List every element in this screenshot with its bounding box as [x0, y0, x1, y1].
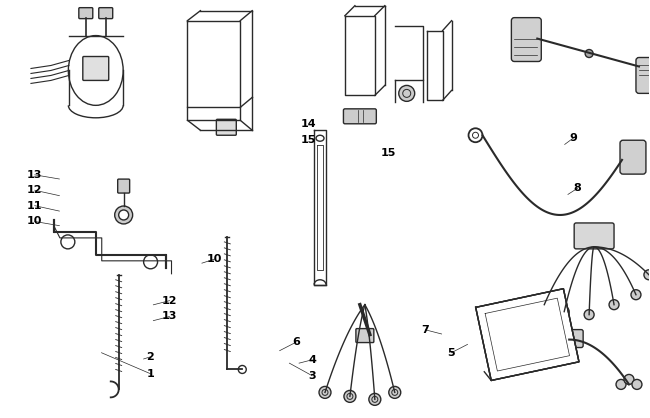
FancyBboxPatch shape: [216, 119, 237, 135]
Circle shape: [61, 235, 75, 249]
Circle shape: [319, 386, 331, 398]
Ellipse shape: [316, 135, 324, 141]
Circle shape: [369, 393, 381, 405]
FancyBboxPatch shape: [83, 56, 109, 80]
Circle shape: [609, 300, 619, 310]
Circle shape: [559, 307, 569, 317]
FancyBboxPatch shape: [512, 18, 541, 61]
FancyBboxPatch shape: [574, 223, 614, 249]
Text: 1: 1: [146, 369, 154, 379]
Text: 14: 14: [301, 119, 317, 129]
Text: 7: 7: [422, 325, 429, 335]
Text: 15: 15: [301, 135, 317, 145]
FancyBboxPatch shape: [99, 8, 112, 19]
Circle shape: [616, 380, 626, 390]
Text: 8: 8: [574, 183, 582, 193]
Text: 6: 6: [292, 337, 300, 347]
Circle shape: [389, 386, 401, 398]
Circle shape: [632, 380, 642, 390]
FancyBboxPatch shape: [79, 8, 93, 19]
Text: 11: 11: [27, 201, 42, 211]
Text: 10: 10: [27, 217, 42, 227]
FancyBboxPatch shape: [343, 109, 376, 124]
Circle shape: [144, 255, 157, 269]
Circle shape: [631, 290, 641, 300]
Circle shape: [584, 310, 594, 320]
Polygon shape: [476, 289, 579, 380]
Text: 10: 10: [207, 254, 222, 264]
Text: 13: 13: [162, 311, 177, 321]
Circle shape: [624, 375, 634, 385]
Text: 4: 4: [308, 355, 316, 365]
FancyBboxPatch shape: [356, 329, 374, 343]
FancyBboxPatch shape: [636, 58, 650, 93]
FancyBboxPatch shape: [118, 179, 129, 193]
Circle shape: [540, 300, 549, 310]
Text: 2: 2: [146, 352, 154, 362]
Text: 13: 13: [27, 170, 42, 180]
Circle shape: [644, 270, 650, 280]
Text: 12: 12: [162, 296, 177, 306]
Circle shape: [119, 210, 129, 220]
Text: 5: 5: [447, 348, 455, 358]
Circle shape: [585, 49, 593, 58]
Text: 12: 12: [27, 185, 42, 195]
Text: 3: 3: [308, 371, 316, 381]
Circle shape: [344, 390, 356, 403]
Circle shape: [114, 206, 133, 224]
FancyBboxPatch shape: [557, 330, 583, 347]
FancyBboxPatch shape: [620, 140, 646, 174]
Text: 15: 15: [381, 148, 396, 158]
Text: 9: 9: [569, 133, 577, 143]
Circle shape: [398, 85, 415, 101]
